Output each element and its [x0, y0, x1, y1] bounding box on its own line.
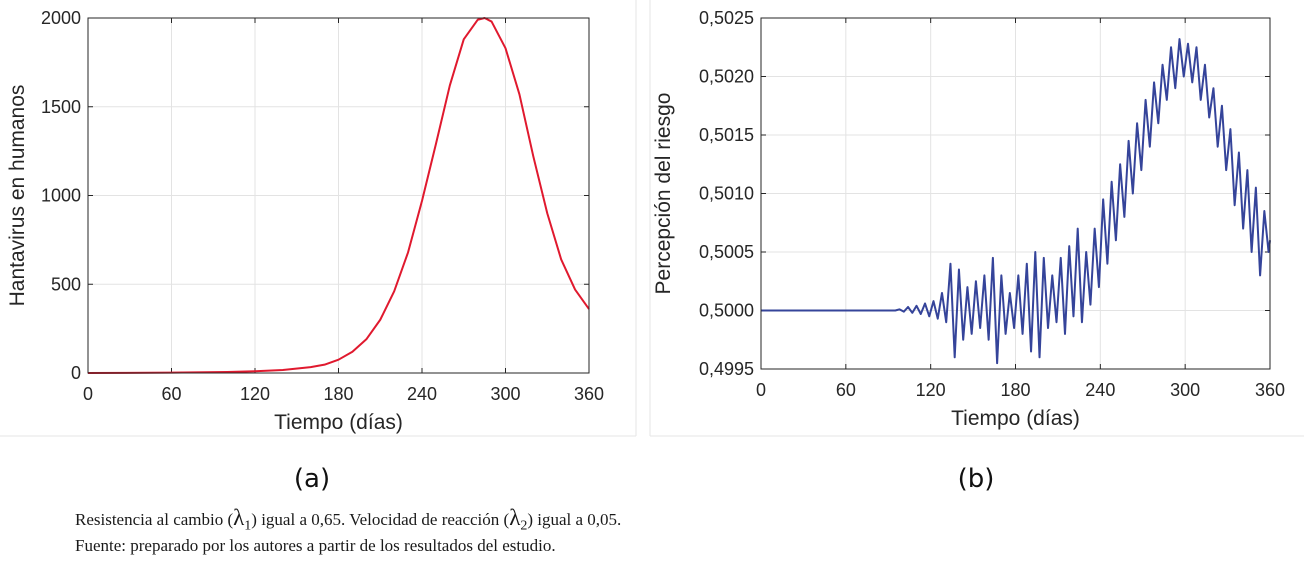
y-tick-label: 0,5005: [699, 242, 754, 262]
x-tick-label: 360: [574, 384, 604, 404]
chart-hantavirus: 0 60 120 180 240 300 360 0 500 1000 1500 2000 Tiempo…: [6, 8, 604, 494]
panel-label: (a): [294, 464, 330, 494]
y-tick-label: 1000: [41, 186, 81, 206]
y-tick-label: 0,5000: [699, 301, 754, 321]
x-axis-label: Tiempo (días): [274, 411, 403, 434]
y-tick-label: 0: [71, 363, 81, 383]
caption-text-3: ) igual a 0,05.: [527, 510, 622, 529]
panel-label: (b): [958, 464, 995, 494]
x-tick-label: 240: [407, 384, 437, 404]
caption-text-2: ) igual a 0,65. Velocidad de reacción (: [251, 510, 510, 529]
x-tick-label: 360: [1255, 380, 1285, 400]
caption-source: Fuente: preparado por los autores a part…: [75, 536, 556, 555]
series-line-b: [761, 38, 1271, 365]
caption-text-1: Resistencia al cambio (: [75, 510, 234, 529]
x-tick-label: 60: [161, 384, 181, 404]
y-tick-label: 500: [51, 274, 81, 294]
y-tick-label: 1500: [41, 97, 81, 117]
lambda-2-subscript: 2: [520, 518, 528, 534]
lambda-1-subscript: 1: [244, 518, 252, 534]
x-axis-label: Tiempo (días): [951, 407, 1080, 430]
x-tick-label: 60: [836, 380, 856, 400]
x-tick-label: 180: [323, 384, 353, 404]
x-tick-label: 0: [756, 380, 766, 400]
x-tick-label: 0: [83, 384, 93, 404]
y-tick-label: 0,5025: [699, 8, 754, 28]
x-tick-label: 180: [1000, 380, 1030, 400]
y-tick-label: 0,5020: [699, 67, 754, 87]
axes-box: [760, 17, 1271, 370]
y-axis-label: Hantavirus en humanos: [6, 85, 29, 307]
x-tick-label: 300: [1170, 380, 1200, 400]
series-line-a: [87, 17, 590, 374]
x-tick-label: 300: [490, 384, 520, 404]
y-tick-label: 0,5010: [699, 184, 754, 204]
y-tick-label: 2000: [41, 8, 81, 28]
x-tick-label: 120: [240, 384, 270, 404]
x-tick-label: 240: [1085, 380, 1115, 400]
chart-risk-perception: 0 60 120 180 240 300 360 0,4995 0,5000 0,5005 0,50…: [652, 8, 1285, 494]
lambda-1-symbol: λ: [233, 505, 245, 530]
y-tick-label: 0,4995: [699, 359, 754, 379]
y-tick-label: 0,5015: [699, 125, 754, 145]
caption-line-1: Resistencia al cambio (λ1) igual a 0,65.…: [75, 505, 621, 534]
caption-line-2: Fuente: preparado por los autores a part…: [75, 536, 556, 556]
lambda-2-symbol: λ: [509, 505, 521, 530]
axes-box: [87, 17, 590, 374]
y-axis-label: Percepción del riesgo: [652, 93, 675, 295]
x-tick-label: 120: [916, 380, 946, 400]
